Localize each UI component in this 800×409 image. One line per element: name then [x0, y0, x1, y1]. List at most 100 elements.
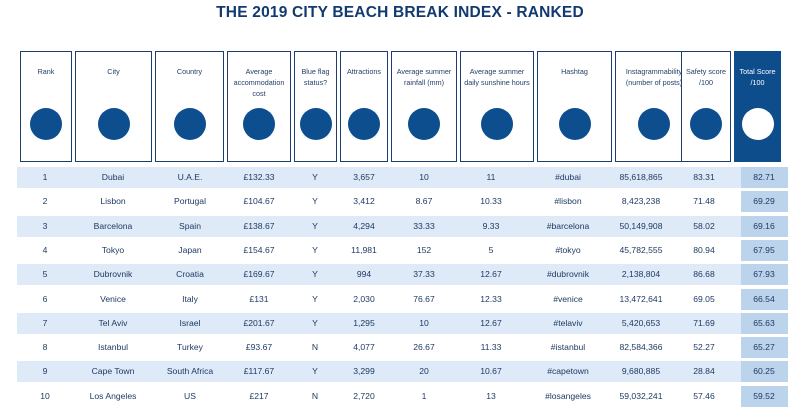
column-header-rainfall: Average summer rainfall (mm): [391, 51, 457, 162]
column-header-blue_flag: Blue flag status?: [294, 51, 337, 162]
cell-sunshine: 5: [488, 245, 494, 255]
cell-instagram: 85,618,865: [619, 172, 663, 182]
cell-rainfall: 8.67: [415, 196, 433, 206]
table-row: 9 Cape Town South Africa £117.67 Y 3,299 20 10.…: [17, 361, 788, 382]
circle-icon: [558, 108, 591, 140]
circle-icon: [481, 108, 513, 140]
cell-instagram: 2,138,804: [621, 269, 661, 279]
column-header-sunshine: Average summer daily sunshine hours: [460, 51, 534, 162]
circle-icon: [30, 108, 62, 140]
cell-hashtag: #losangeles: [545, 391, 591, 401]
cell-total: 69.29: [740, 191, 788, 212]
cell-hashtag: #capetown: [547, 366, 589, 376]
cell-safety: 71.69: [693, 318, 715, 328]
cell-city: Tel Aviv: [98, 318, 128, 328]
page-title: THE 2019 CITY BEACH BREAK INDEX - RANKED: [216, 4, 584, 21]
cell-instagram: 82,584,366: [619, 342, 663, 352]
cell-instagram: 45,782,555: [619, 245, 663, 255]
column-header-label: City: [107, 67, 120, 76]
cell-blue_flag: Y: [312, 172, 318, 182]
table-row: 6 Venice Italy £131 Y 2,030 76.67 12.33 #venice 1…: [17, 289, 788, 310]
column-header-label: Average accommodation cost: [233, 67, 285, 98]
cell-accommodation: £131: [249, 294, 269, 304]
cell-attractions: 4,294: [353, 221, 375, 231]
column-header-label: Hashtag: [561, 67, 588, 76]
cell-hashtag: #telaviv: [553, 318, 583, 328]
cell-hashtag: #tokyo: [555, 245, 581, 255]
cell-sunshine: 11: [486, 172, 496, 182]
cell-blue_flag: N: [311, 342, 319, 352]
cell-attractions: 11,981: [351, 245, 377, 255]
cell-country: Italy: [182, 294, 198, 304]
column-header-label: Average summer rainfall (mm): [396, 67, 452, 87]
cell-accommodation: £132.33: [243, 172, 275, 182]
cell-blue_flag: Y: [312, 221, 318, 231]
cell-sunshine: 9.33: [482, 221, 500, 231]
cell-safety: 58.02: [693, 221, 715, 231]
cell-rank: 6: [42, 294, 48, 304]
cell-sunshine: 10.67: [480, 366, 502, 376]
column-header-country: Country: [155, 51, 224, 162]
cell-instagram: 13,472,641: [619, 294, 663, 304]
cell-city: Dubai: [101, 172, 125, 182]
circle-icon: [243, 108, 275, 140]
cell-hashtag: #dubrovnik: [546, 269, 590, 279]
cell-safety: 69.05: [693, 294, 715, 304]
cell-country: Turkey: [177, 342, 203, 352]
cell-rank: 10: [40, 391, 50, 401]
cell-total: 67.95: [740, 240, 788, 261]
cell-sunshine: 12.33: [480, 294, 502, 304]
circle-icon: [299, 108, 332, 140]
cell-attractions: 3,299: [353, 366, 375, 376]
cell-rainfall: 152: [416, 245, 432, 255]
cell-city: Cape Town: [91, 366, 135, 376]
cell-hashtag: #venice: [553, 294, 583, 304]
cell-country: Spain: [179, 221, 201, 231]
cell-blue_flag: Y: [312, 196, 318, 206]
column-header-hashtag: Hashtag: [537, 51, 612, 162]
cell-blue_flag: Y: [312, 269, 318, 279]
cell-total: 59.52: [740, 386, 788, 407]
column-header-label: Total Score /100: [739, 67, 776, 87]
table-row: 8 Istanbul Turkey £93.67 N 4,077 26.67 11.33 #is…: [17, 337, 788, 358]
column-header-total: Total Score /100: [734, 51, 781, 162]
cell-instagram: 5,420,653: [621, 318, 661, 328]
cell-sunshine: 12.67: [480, 269, 502, 279]
cell-rainfall: 76.67: [413, 294, 435, 304]
column-header-safety: Safety score /100: [681, 51, 731, 162]
cell-safety: 71.48: [693, 196, 715, 206]
cell-rainfall: 33.33: [413, 221, 435, 231]
table-row: 4 Tokyo Japan £154.67 Y 11,981 152 5 #tokyo 45,78…: [17, 240, 788, 261]
cell-city: Lisbon: [100, 196, 126, 206]
cell-country: Japan: [178, 245, 202, 255]
column-header-city: City: [75, 51, 152, 162]
cell-accommodation: £138.67: [243, 221, 275, 231]
cell-country: Croatia: [176, 269, 204, 279]
cell-city: Dubrovnik: [93, 269, 133, 279]
cell-instagram: 59,032,241: [619, 391, 663, 401]
cell-country: Israel: [179, 318, 201, 328]
cell-hashtag: #barcelona: [546, 221, 590, 231]
cell-hashtag: #dubai: [555, 172, 581, 182]
cell-safety: 28.84: [693, 366, 715, 376]
cell-rank: 2: [42, 196, 48, 206]
cell-rainfall: 37.33: [413, 269, 435, 279]
cell-accommodation: £217: [249, 391, 269, 401]
column-header-label: Country: [176, 67, 203, 76]
column-header-rank: Rank: [20, 51, 72, 162]
cell-instagram: 8,423,238: [621, 196, 661, 206]
column-header-label: Safety score /100: [686, 67, 726, 87]
cell-country: South Africa: [166, 366, 214, 376]
cell-total: 66.54: [740, 289, 788, 310]
column-header-label: Average summer daily sunshine hours: [464, 67, 530, 87]
cell-rank: 5: [42, 269, 48, 279]
cell-total: 65.27: [740, 337, 788, 358]
cell-city: Istanbul: [97, 342, 129, 352]
cell-blue_flag: Y: [312, 366, 318, 376]
cell-sunshine: 11.33: [480, 342, 502, 352]
cell-total: 65.63: [740, 313, 788, 334]
cell-sunshine: 13: [486, 391, 496, 401]
cell-blue_flag: Y: [312, 245, 318, 255]
cell-rainfall: 10: [419, 318, 429, 328]
cell-rank: 7: [42, 318, 48, 328]
